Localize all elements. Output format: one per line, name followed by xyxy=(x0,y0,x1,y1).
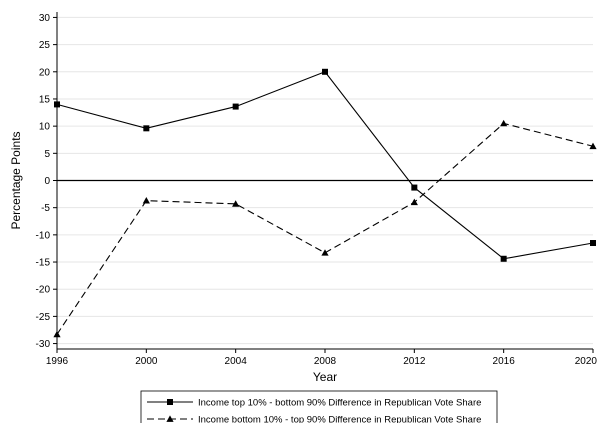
data-point xyxy=(500,119,508,127)
legend-entry: Income top 10% - bottom 90% Difference i… xyxy=(147,398,481,409)
legend-marker xyxy=(166,415,174,422)
y-tick-label: -20 xyxy=(36,285,51,296)
data-point xyxy=(321,249,329,256)
x-tick-label: 2012 xyxy=(403,356,426,367)
series-layer xyxy=(53,68,597,338)
data-point xyxy=(410,198,418,206)
y-tick-label: 20 xyxy=(39,67,51,78)
series-line xyxy=(56,71,594,260)
y-tick-label: 25 xyxy=(39,40,51,51)
y-tick-label: -5 xyxy=(41,203,50,214)
x-tick-label: 2000 xyxy=(135,356,158,367)
legend-label: Income bottom 10% - top 90% Difference i… xyxy=(198,415,481,423)
gridlines xyxy=(57,16,593,345)
legend-marker xyxy=(167,399,173,405)
x-tick-label: 2020 xyxy=(575,356,598,367)
y-tick-label: 15 xyxy=(39,94,51,105)
series-2 xyxy=(53,119,597,338)
x-axis-title: Year xyxy=(313,370,337,384)
data-point xyxy=(322,68,328,75)
y-tick-label: 30 xyxy=(39,13,51,24)
legend-entry: Income bottom 10% - top 90% Difference i… xyxy=(147,415,481,423)
y-tick-label: 0 xyxy=(44,176,50,187)
data-point xyxy=(590,240,596,247)
data-point xyxy=(589,142,597,150)
data-point xyxy=(53,330,61,338)
x-tick-label: 2008 xyxy=(314,356,337,367)
data-point xyxy=(500,255,507,262)
series-1 xyxy=(54,68,596,262)
x-axis-ticks: 1996 2000 2004 2008 2012 2016 2020 xyxy=(46,349,598,367)
y-tick-label: -25 xyxy=(36,312,51,323)
x-tick-label: 1996 xyxy=(46,356,69,367)
data-point xyxy=(232,103,239,110)
legend: Income top 10% - bottom 90% Difference i… xyxy=(140,390,498,423)
y-tick-label: -30 xyxy=(36,339,51,350)
y-axis-ticks: 30 25 20 15 10 5 0 -5 -10 -15 -20 -25 -30 xyxy=(36,13,57,350)
legend-box xyxy=(140,390,498,423)
series-line xyxy=(56,122,594,335)
data-point xyxy=(54,101,60,108)
y-tick-label: -10 xyxy=(36,230,51,241)
data-point xyxy=(142,197,150,204)
data-point xyxy=(232,200,240,207)
y-tick-label: -15 xyxy=(36,258,51,269)
legend-label: Income top 10% - bottom 90% Difference i… xyxy=(198,398,481,409)
data-point xyxy=(411,184,418,191)
x-tick-label: 2016 xyxy=(493,356,516,367)
x-tick-label: 2004 xyxy=(225,356,248,367)
y-tick-label: 10 xyxy=(39,122,51,133)
y-axis-title: Percentage Points xyxy=(9,131,23,229)
y-tick-label: 5 xyxy=(44,149,50,160)
data-point xyxy=(143,125,150,132)
